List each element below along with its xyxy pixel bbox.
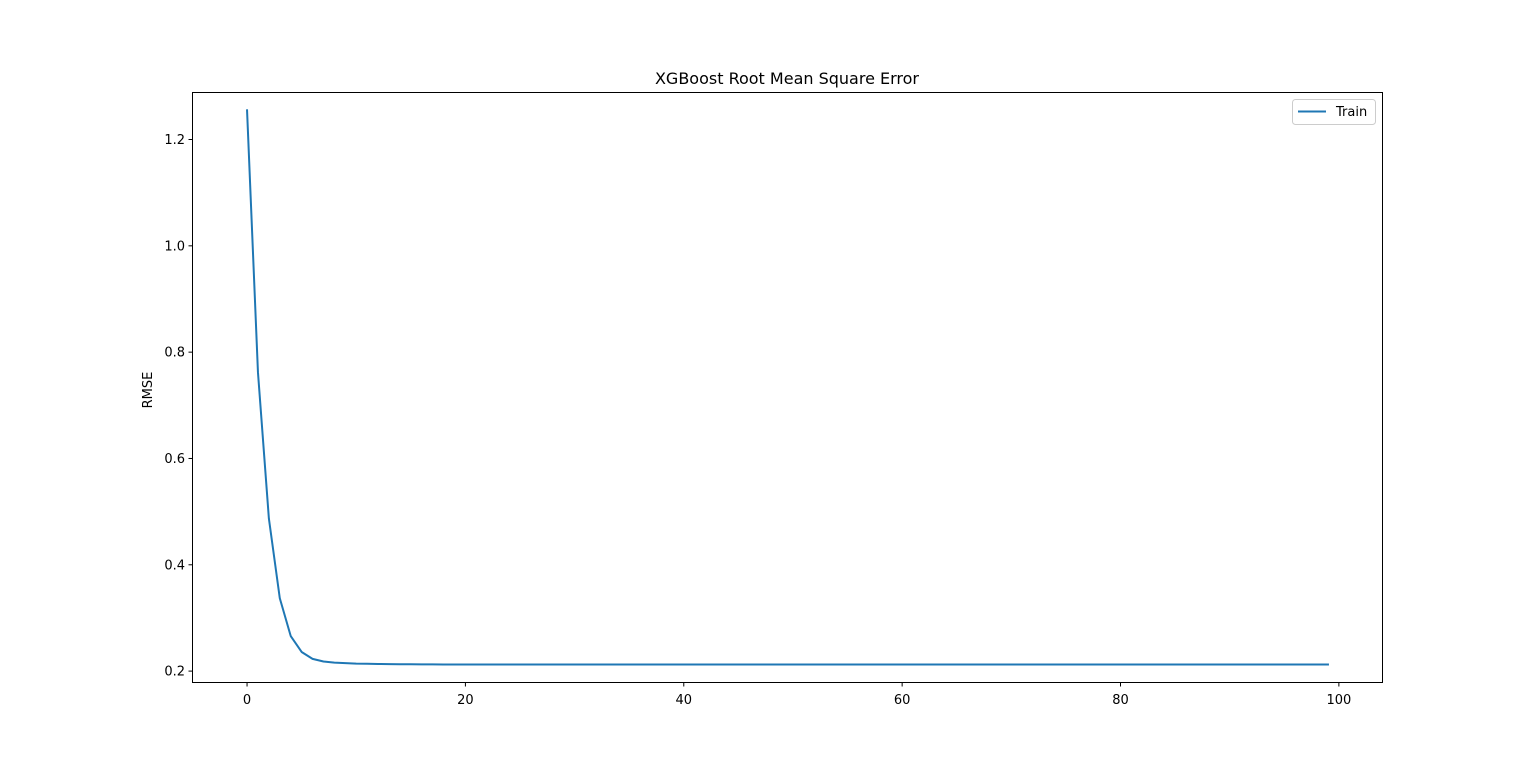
chart-title: XGBoost Root Mean Square Error — [655, 69, 919, 88]
legend-entry-train: Train — [1335, 105, 1367, 120]
x-axis-ticks: 0 20 40 60 80 100 — [243, 682, 1351, 708]
plot-area — [192, 92, 1383, 683]
legend: Train — [1292, 99, 1376, 125]
y-tick-label: 1.0 — [164, 239, 185, 254]
y-axis-label: RMSE — [141, 372, 156, 409]
x-tick-label: 20 — [457, 693, 474, 708]
y-tick-label: 1.2 — [164, 133, 185, 148]
x-tick-label: 100 — [1326, 693, 1351, 708]
y-tick-label: 0.2 — [164, 665, 185, 680]
x-tick-label: 0 — [243, 693, 251, 708]
y-tick-label: 0.4 — [164, 558, 185, 573]
series-line-train — [246, 109, 1329, 666]
y-axis-ticks: 0.2 0.4 0.6 0.8 1.0 1.2 — [164, 133, 193, 680]
plot-frame — [192, 92, 1383, 683]
x-tick-label: 80 — [1112, 693, 1129, 708]
legend-box — [1292, 99, 1376, 125]
x-tick-label: 60 — [894, 693, 911, 708]
y-tick-label: 0.6 — [164, 452, 185, 467]
x-tick-label: 40 — [676, 693, 693, 708]
y-tick-label: 0.8 — [164, 346, 185, 361]
